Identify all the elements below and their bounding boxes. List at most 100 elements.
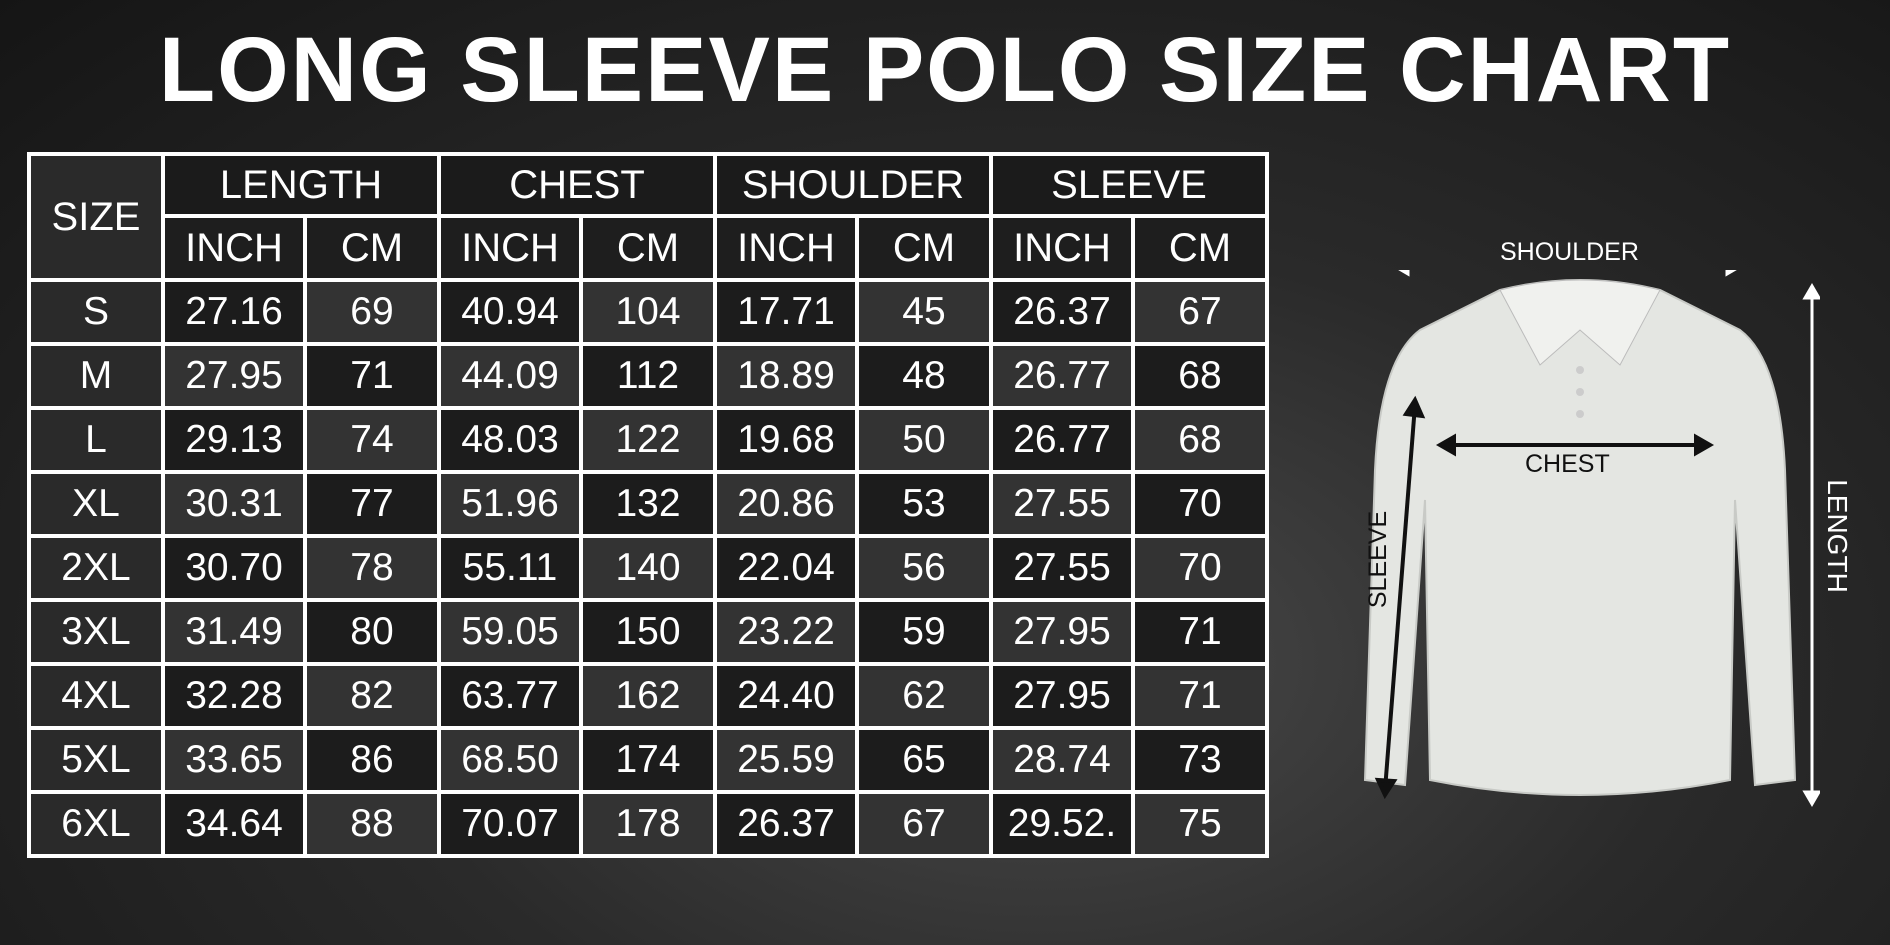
unit-header-cm: CM	[307, 218, 437, 278]
value-cell: 86	[307, 730, 437, 790]
unit-header-inch: INCH	[993, 218, 1131, 278]
value-cell: 56	[859, 538, 989, 598]
value-cell: 112	[583, 346, 713, 406]
value-cell: 28.74	[993, 730, 1131, 790]
value-cell: 48.03	[441, 410, 579, 470]
value-cell: 132	[583, 474, 713, 534]
value-cell: 19.68	[717, 410, 855, 470]
value-cell: 26.77	[993, 346, 1131, 406]
value-cell: 25.59	[717, 730, 855, 790]
value-cell: 27.95	[165, 346, 303, 406]
value-cell: 150	[583, 602, 713, 662]
value-cell: 29.13	[165, 410, 303, 470]
table-row: 4XL 32.28 82 63.77 162 24.40 62 27.95 71	[31, 666, 1265, 726]
value-cell: 59	[859, 602, 989, 662]
value-cell: 162	[583, 666, 713, 726]
size-cell: 6XL	[31, 794, 161, 854]
unit-header-inch: INCH	[165, 218, 303, 278]
group-header-sleeve: SLEEVE	[993, 156, 1265, 214]
value-cell: 27.16	[165, 282, 303, 342]
chart-title: LONG SLEEVE POLO SIZE CHART	[158, 19, 1732, 121]
unit-header-cm: CM	[1135, 218, 1265, 278]
value-cell: 71	[1135, 602, 1265, 662]
size-cell: M	[31, 346, 161, 406]
value-cell: 26.37	[993, 282, 1131, 342]
group-header-chest: CHEST	[441, 156, 713, 214]
unit-header-inch: INCH	[441, 218, 579, 278]
value-cell: 34.64	[165, 794, 303, 854]
value-cell: 20.86	[717, 474, 855, 534]
size-cell: 5XL	[31, 730, 161, 790]
table-row: XL 30.31 77 51.96 132 20.86 53 27.55 70	[31, 474, 1265, 534]
value-cell: 67	[1135, 282, 1265, 342]
unit-header-cm: CM	[583, 218, 713, 278]
size-cell: S	[31, 282, 161, 342]
value-cell: 77	[307, 474, 437, 534]
value-cell: 88	[307, 794, 437, 854]
polo-shirt-illustration	[1363, 270, 1820, 807]
sleeve-label: SLEEVE	[1364, 510, 1393, 609]
group-header-length: LENGTH	[165, 156, 437, 214]
value-cell: 17.71	[717, 282, 855, 342]
value-cell: 26.77	[993, 410, 1131, 470]
value-cell: 30.31	[165, 474, 303, 534]
value-cell: 140	[583, 538, 713, 598]
size-cell: L	[31, 410, 161, 470]
table-row: 6XL 34.64 88 70.07 178 26.37 67 29.52. 75	[31, 794, 1265, 854]
value-cell: 31.49	[165, 602, 303, 662]
size-cell: 2XL	[31, 538, 161, 598]
value-cell: 44.09	[441, 346, 579, 406]
value-cell: 68	[1135, 346, 1265, 406]
table-row: L 29.13 74 48.03 122 19.68 50 26.77 68	[31, 410, 1265, 470]
value-cell: 63.77	[441, 666, 579, 726]
value-cell: 53	[859, 474, 989, 534]
value-cell: 27.95	[993, 666, 1131, 726]
size-header: SIZE	[31, 156, 161, 278]
value-cell: 23.22	[717, 602, 855, 662]
value-cell: 26.37	[717, 794, 855, 854]
value-cell: 82	[307, 666, 437, 726]
header-row: SIZE LENGTH CHEST SHOULDER SLEEVE	[31, 156, 1265, 278]
table-row: 3XL 31.49 80 59.05 150 23.22 59 27.95 71	[31, 602, 1265, 662]
value-cell: 178	[583, 794, 713, 854]
value-cell: 40.94	[441, 282, 579, 342]
value-cell: 65	[859, 730, 989, 790]
value-cell: 32.28	[165, 666, 303, 726]
value-cell: 30.70	[165, 538, 303, 598]
unit-header-inch: INCH	[717, 218, 855, 278]
value-cell: 70	[1135, 474, 1265, 534]
value-cell: 33.65	[165, 730, 303, 790]
value-cell: 27.55	[993, 538, 1131, 598]
value-cell: 69	[307, 282, 437, 342]
value-cell: 122	[583, 410, 713, 470]
group-header-shoulder: SHOULDER	[717, 156, 989, 214]
size-cell: 3XL	[31, 602, 161, 662]
unit-header-cm: CM	[859, 218, 989, 278]
value-cell: 71	[1135, 666, 1265, 726]
value-cell: 62	[859, 666, 989, 726]
value-cell: 27.95	[993, 602, 1131, 662]
value-cell: 22.04	[717, 538, 855, 598]
value-cell: 48	[859, 346, 989, 406]
value-cell: 51.96	[441, 474, 579, 534]
shoulder-label: SHOULDER	[1500, 238, 1639, 266]
value-cell: 70.07	[441, 794, 579, 854]
value-cell: 73	[1135, 730, 1265, 790]
table-row: 5XL 33.65 86 68.50 174 25.59 65 28.74 73	[31, 730, 1265, 790]
unit-header-row: INCH CM INCH CM INCH CM INCH CM	[31, 218, 1265, 278]
size-cell: XL	[31, 474, 161, 534]
value-cell: 68.50	[441, 730, 579, 790]
value-cell: 18.89	[717, 346, 855, 406]
value-cell: 45	[859, 282, 989, 342]
value-cell: 71	[307, 346, 437, 406]
value-cell: 75	[1135, 794, 1265, 854]
size-table: SIZE LENGTH CHEST SHOULDER SLEEVE INCH CM INCH C…	[27, 152, 1269, 858]
value-cell: 29.52.	[993, 794, 1131, 854]
table-row: S 27.16 69 40.94 104 17.71 45 26.37 67	[31, 282, 1265, 342]
size-cell: 4XL	[31, 666, 161, 726]
value-cell: 59.05	[441, 602, 579, 662]
value-cell: 78	[307, 538, 437, 598]
value-cell: 70	[1135, 538, 1265, 598]
table-row: M 27.95 71 44.09 112 18.89 48 26.77 68	[31, 346, 1265, 406]
value-cell: 80	[307, 602, 437, 662]
